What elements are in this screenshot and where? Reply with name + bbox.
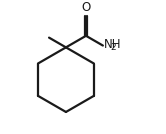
Text: 2: 2 bbox=[110, 43, 116, 52]
Text: O: O bbox=[81, 1, 91, 14]
Text: NH: NH bbox=[104, 38, 121, 51]
